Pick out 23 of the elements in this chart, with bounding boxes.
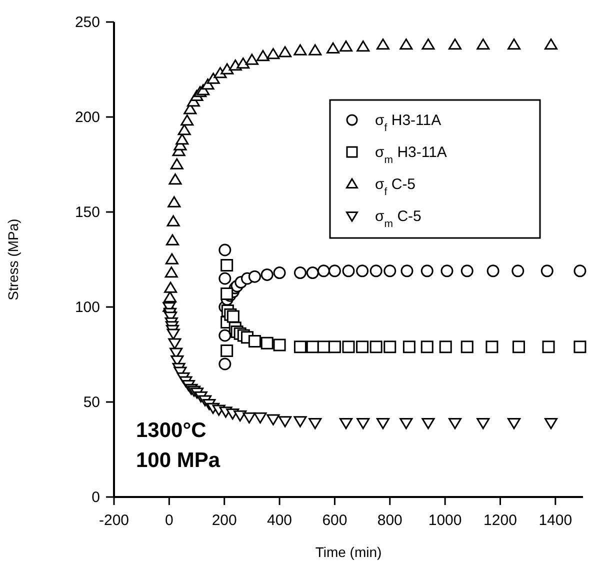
x-tick-label: 200	[212, 512, 237, 529]
x-tick-label: 0	[165, 512, 174, 529]
legend-label: σ$_{f}$ H3-11A	[375, 112, 442, 134]
x-tick-label: 1400	[538, 512, 572, 529]
y-tick-label: 0	[92, 489, 100, 506]
legend-label: σ$_{f}$ C-5	[375, 176, 416, 198]
y-tick-label: 250	[74, 14, 100, 31]
y-tick-label: 100	[74, 299, 100, 316]
annotation: 100 MPa	[136, 449, 220, 472]
annotation: 1300°C	[136, 419, 206, 442]
x-tick-label: 400	[267, 512, 292, 529]
legend-label: σ$_{m}$ C-5	[375, 208, 422, 230]
y-tick-label: 150	[74, 204, 100, 221]
y-tick-label: 50	[83, 394, 100, 411]
legend-label: σ$_{m}$ H3-11A	[375, 144, 447, 166]
x-tick-label: 1000	[428, 512, 462, 529]
x-tick-label: 800	[377, 512, 402, 529]
y-tick-label: 200	[74, 109, 100, 126]
x-tick-label: 600	[322, 512, 348, 529]
y-axis-title: Stress (MPa)	[5, 218, 21, 300]
x-tick-label: 1200	[484, 512, 517, 529]
x-tick-label: -200	[98, 512, 130, 529]
x-axis-title: Time (min)	[315, 544, 382, 560]
